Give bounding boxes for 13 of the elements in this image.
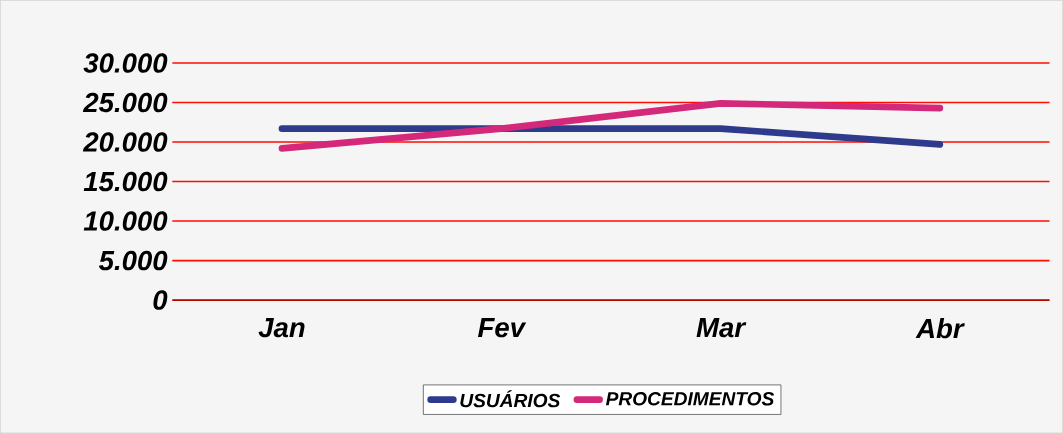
y-tick-label: 15.000 [83, 171, 168, 192]
y-tick-label: 20.000 [82, 132, 168, 152]
y-tick-label: 0 [153, 290, 168, 310]
x-tick-label: Jan [258, 317, 305, 338]
x-tick-label: Abr [915, 317, 965, 339]
x-tick-label: Mar [696, 317, 747, 338]
legend-label: USUÁRIOS [460, 390, 561, 408]
y-tick-label: 10.000 [83, 211, 168, 231]
y-tick-label: 25.000 [82, 92, 168, 113]
x-tick-label: Fev [477, 317, 527, 338]
y-tick-label: 5.000 [98, 250, 168, 271]
legend-label: PROCEDIMENTOS [605, 391, 775, 406]
y-tick-label: 30.000 [83, 53, 168, 73]
